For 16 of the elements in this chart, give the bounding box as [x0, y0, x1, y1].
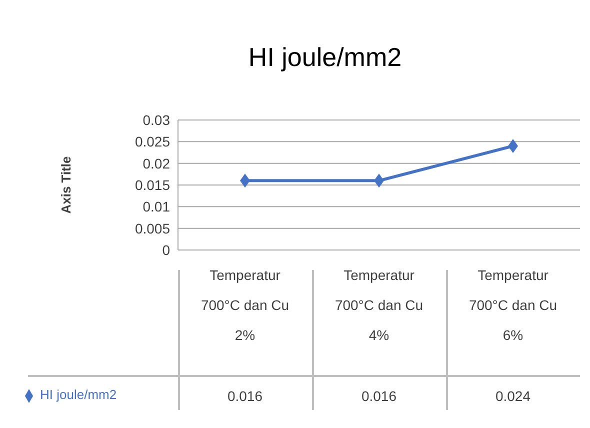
y-tick-label: 0.015 — [134, 176, 170, 193]
y-tick-label: 0.03 — [142, 112, 170, 128]
x-tick-label: Temperatur 700°C dan Cu 2% — [200, 267, 290, 343]
x-tick-label: Temperatur 700°C dan Cu 6% — [468, 267, 558, 343]
data-label: 0.016 — [226, 388, 264, 404]
y-tick-label: 0.01 — [142, 198, 170, 215]
y-tick-label: 0.02 — [142, 155, 170, 172]
legend-label: HI joule/mm2 — [40, 387, 117, 402]
y-tick-label: 0.005 — [134, 220, 170, 236]
chart-title: HI joule/mm2 — [247, 42, 403, 73]
x-tick-label: Temperatur 700°C dan Cu 4% — [334, 267, 424, 343]
y-tick-label: 0 — [162, 242, 170, 258]
data-label: 0.024 — [494, 388, 532, 404]
y-axis-title: Axis Title — [58, 156, 74, 214]
data-label: 0.016 — [360, 388, 398, 404]
y-tick-label: 0.025 — [134, 134, 170, 150]
